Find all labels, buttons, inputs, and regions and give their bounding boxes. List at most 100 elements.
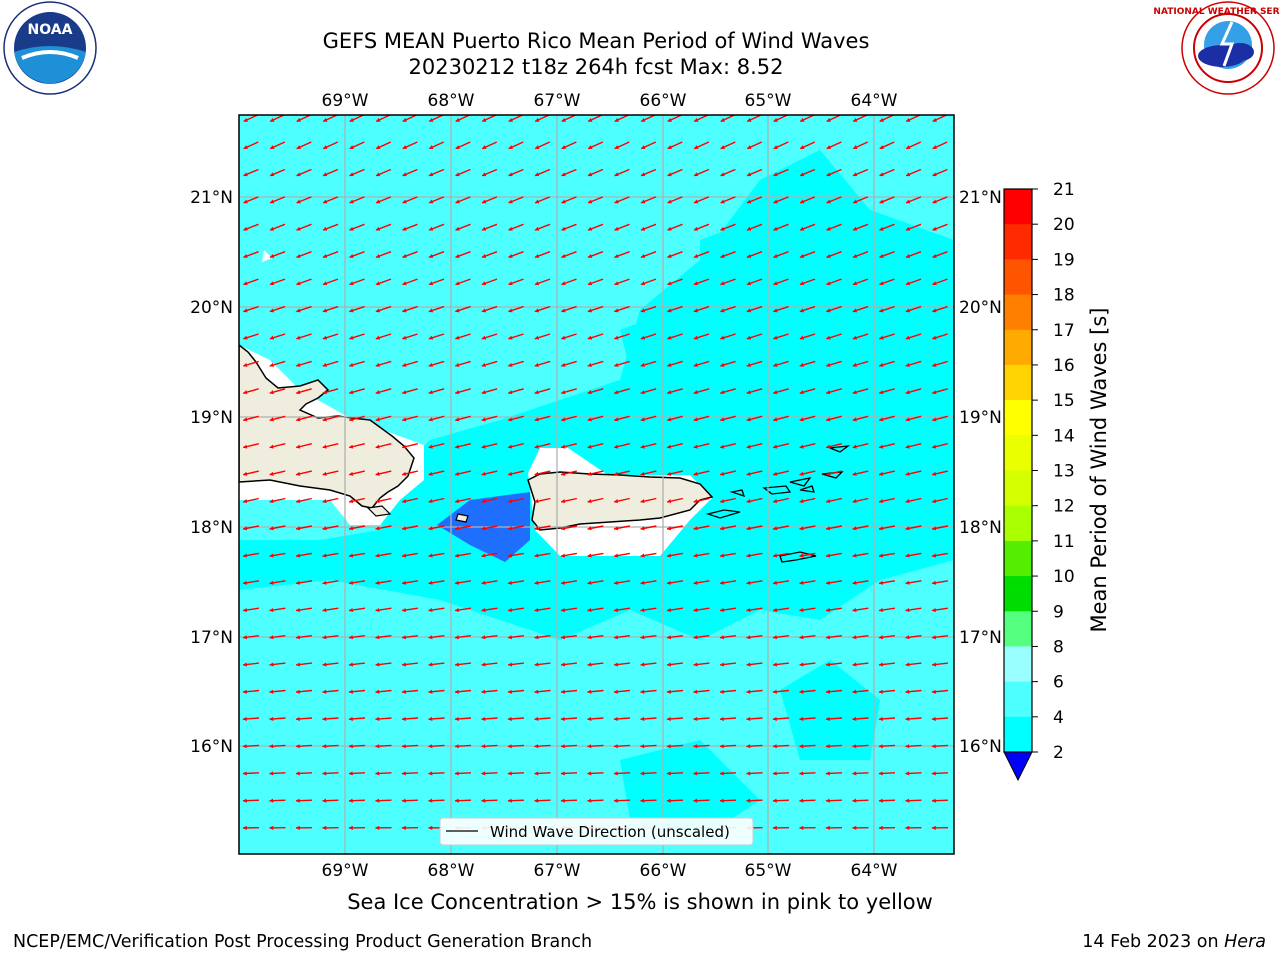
wind-arrow: [587, 552, 604, 558]
wind-arrow: [508, 278, 524, 286]
wind-arrow: [534, 251, 551, 258]
wind-arrow: [667, 168, 683, 177]
wind-arrow: [772, 798, 790, 803]
wind-arrow: [587, 744, 604, 749]
wind-arrow: [269, 196, 286, 204]
wind-arrow: [905, 580, 922, 585]
wind-arrow: [242, 716, 260, 722]
wind-arrow: [507, 333, 524, 340]
wind-arrow: [879, 141, 895, 150]
wind-arrow: [825, 607, 843, 613]
colorbar-tick-label: 16: [1053, 356, 1075, 376]
wind-arrow: [587, 525, 604, 531]
wind-arrow: [666, 635, 683, 640]
wind-arrow: [560, 744, 578, 749]
wind-arrow: [561, 168, 577, 177]
wind-arrow: [746, 497, 763, 504]
wind-arrow: [905, 716, 922, 722]
wind-arrow: [375, 716, 392, 722]
wind-arrow: [693, 360, 710, 367]
wind-arrow: [560, 607, 578, 613]
wind-arrow: [269, 552, 286, 558]
wind-arrow: [322, 689, 339, 694]
wind-arrow: [269, 223, 286, 231]
wind-arrow: [931, 333, 948, 340]
wind-arrow: [825, 716, 843, 722]
colorbar-segment: [1004, 329, 1032, 366]
wind-arrow: [852, 196, 869, 204]
colorbar-segment: [1004, 540, 1032, 577]
wind-arrow: [348, 771, 366, 776]
wind-arrow: [269, 607, 286, 613]
wind-arrow: [640, 497, 657, 504]
wind-arrow: [640, 388, 657, 395]
wind-arrow: [322, 744, 339, 749]
wind-arrow: [746, 552, 763, 558]
wind-arrow: [905, 415, 922, 422]
wind-arrow: [720, 305, 736, 313]
wind-arrow: [402, 196, 418, 204]
wind-arrow: [640, 415, 657, 422]
wind-arrow: [401, 798, 419, 803]
wind-arrow: [481, 278, 498, 286]
wind-arrow: [534, 360, 551, 367]
wind-arrow: [295, 771, 313, 776]
wind-arrow: [322, 716, 339, 722]
wind-arrow: [401, 333, 418, 340]
wind-arrow: [931, 415, 948, 422]
wind-arrow: [534, 305, 551, 313]
wind-arrow: [666, 552, 684, 558]
wind-arrow: [905, 443, 922, 449]
colorbar-segment: [1004, 576, 1032, 612]
wind-arrow: [375, 635, 392, 640]
wind-arrow: [613, 635, 630, 640]
wind-arrow: [296, 305, 312, 313]
sea-ice-note: Sea Ice Concentration > 15% is shown in …: [347, 890, 933, 914]
wind-arrow: [349, 223, 365, 231]
wind-arrow: [719, 716, 737, 722]
wind-arrow: [693, 388, 710, 395]
wind-arrow: [401, 415, 418, 422]
wind-arrow: [666, 497, 683, 504]
wind-arrow: [454, 525, 472, 531]
wind-arrow: [852, 470, 869, 476]
wind-arrow: [667, 223, 683, 231]
wind-arrow: [799, 470, 816, 476]
wind-arrow: [693, 443, 710, 449]
wind-arrow: [295, 744, 313, 749]
wind-arrow: [931, 635, 948, 640]
wind-arrow: [560, 662, 577, 667]
wind-arrow: [799, 580, 816, 585]
wind-arrow: [720, 223, 736, 231]
wind-arrow: [825, 525, 843, 531]
wind-arrow: [640, 798, 657, 803]
wind-arrow: [402, 168, 418, 177]
wind-arrow: [375, 552, 392, 558]
wind-arrow: [481, 607, 498, 613]
wind-arrow: [481, 744, 498, 749]
wind-arrow: [481, 196, 498, 204]
wind-arrow: [878, 798, 896, 803]
colorbar-tick-label: 19: [1053, 250, 1075, 270]
lon-label-top: 66°W: [640, 91, 687, 111]
wind-arrow: [852, 716, 869, 722]
wind-arrow: [905, 525, 922, 531]
colorbar-tick-label: 9: [1053, 602, 1064, 622]
colorbar-segment: [1004, 646, 1032, 683]
wind-arrow: [534, 525, 551, 531]
wind-arrow: [295, 360, 312, 367]
wind-arrow: [587, 333, 604, 340]
wind-arrow: [428, 689, 445, 694]
wind-arrow: [666, 415, 683, 422]
wind-arrow: [349, 168, 365, 177]
wind-arrow: [693, 333, 710, 340]
wind-arrow: [772, 635, 789, 640]
wind-arrow: [719, 635, 736, 640]
wind-arrow: [693, 744, 710, 749]
wind-arrow: [534, 689, 551, 694]
map-legend: Wind Wave Direction (unscaled): [439, 817, 754, 846]
wind-arrow: [693, 662, 710, 667]
wind-arrow: [746, 278, 763, 286]
wind-arrow: [561, 278, 577, 286]
wind-arrow: [560, 415, 577, 422]
